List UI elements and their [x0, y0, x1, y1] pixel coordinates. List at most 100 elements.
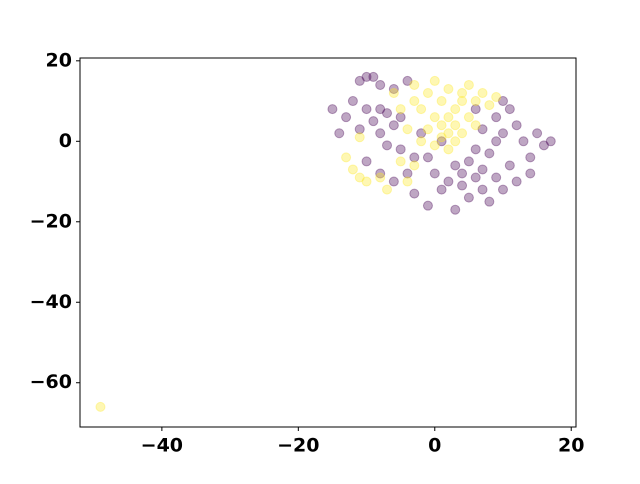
point	[347, 96, 358, 107]
point	[382, 140, 393, 151]
point	[477, 88, 488, 99]
point	[525, 168, 536, 179]
point	[409, 79, 420, 90]
y-tick-label: 0	[59, 130, 72, 152]
y-tick-label: 20	[46, 49, 72, 71]
point	[443, 176, 454, 187]
point	[368, 116, 379, 127]
point	[388, 120, 399, 131]
point	[436, 136, 447, 147]
point	[354, 75, 365, 86]
point	[491, 136, 502, 147]
point	[436, 96, 447, 107]
point	[436, 132, 447, 143]
point	[450, 120, 461, 131]
point	[463, 112, 474, 123]
point	[470, 120, 481, 131]
point	[450, 204, 461, 215]
point	[388, 176, 399, 187]
point	[402, 176, 413, 187]
point	[450, 136, 461, 147]
point	[409, 160, 420, 171]
point	[402, 75, 413, 86]
point	[422, 152, 433, 163]
point	[504, 160, 515, 171]
point	[436, 120, 447, 131]
point	[429, 75, 440, 86]
point	[450, 160, 461, 171]
point	[504, 104, 515, 115]
point	[497, 128, 508, 139]
y-tick-label: −20	[30, 210, 72, 232]
point	[395, 112, 406, 123]
point	[477, 124, 488, 135]
point	[402, 124, 413, 135]
point	[463, 156, 474, 167]
point	[361, 156, 372, 167]
point	[375, 172, 386, 183]
point	[347, 164, 358, 175]
x-tick-label: −20	[277, 435, 319, 457]
point	[416, 136, 427, 147]
point	[341, 152, 352, 163]
point	[470, 104, 481, 115]
y-tick-label: −40	[30, 291, 72, 313]
point	[457, 180, 468, 191]
y-tick-label: −60	[30, 371, 72, 393]
point	[443, 112, 454, 123]
plot-frame	[79, 57, 577, 428]
point	[354, 172, 365, 183]
point	[375, 104, 386, 115]
point	[457, 96, 468, 107]
point	[429, 112, 440, 123]
point	[416, 104, 427, 115]
point	[484, 196, 495, 207]
point	[477, 164, 488, 175]
point	[470, 144, 481, 155]
point	[416, 128, 427, 139]
point	[457, 168, 468, 179]
point	[361, 71, 372, 82]
point	[382, 184, 393, 195]
point	[443, 128, 454, 139]
point	[443, 83, 454, 94]
point	[532, 128, 543, 139]
point	[538, 140, 549, 151]
point	[409, 96, 420, 107]
point	[409, 188, 420, 199]
point	[429, 168, 440, 179]
point	[354, 124, 365, 135]
x-tick-label: 20	[558, 435, 584, 457]
point	[484, 148, 495, 159]
point	[477, 184, 488, 195]
point	[443, 144, 454, 155]
point	[354, 132, 365, 143]
point	[375, 79, 386, 90]
point	[341, 112, 352, 123]
point	[463, 192, 474, 203]
point	[429, 140, 440, 151]
point	[95, 401, 106, 412]
point	[361, 176, 372, 187]
point	[491, 112, 502, 123]
x-tick-label: −40	[141, 435, 183, 457]
point	[388, 83, 399, 94]
point	[491, 172, 502, 183]
point	[422, 124, 433, 135]
point	[361, 104, 372, 115]
point	[518, 136, 529, 147]
point	[525, 152, 536, 163]
point	[422, 88, 433, 99]
point	[470, 172, 481, 183]
point	[375, 168, 386, 179]
point	[395, 104, 406, 115]
point	[463, 79, 474, 90]
point	[375, 128, 386, 139]
point	[409, 152, 420, 163]
point	[368, 71, 379, 82]
point	[388, 88, 399, 99]
x-tick-label: 0	[428, 435, 441, 457]
point	[422, 200, 433, 211]
point	[436, 184, 447, 195]
